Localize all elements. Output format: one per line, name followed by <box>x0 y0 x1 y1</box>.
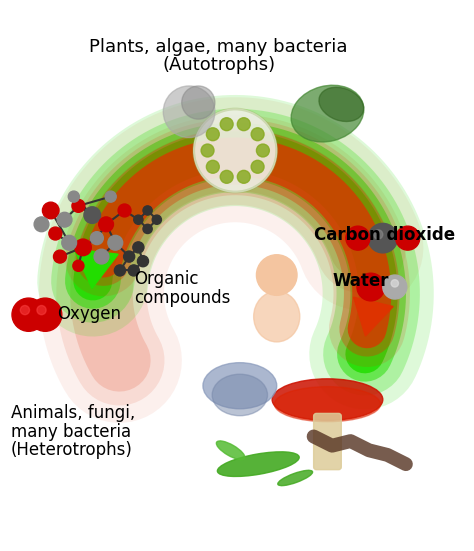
Ellipse shape <box>291 85 364 142</box>
Circle shape <box>108 235 123 250</box>
Circle shape <box>73 260 84 271</box>
Circle shape <box>91 231 103 245</box>
Text: Plants, algae, many bacteria: Plants, algae, many bacteria <box>90 38 348 56</box>
Circle shape <box>34 217 49 231</box>
Text: (Heterotrophs): (Heterotrophs) <box>11 441 133 459</box>
Circle shape <box>134 215 143 224</box>
Circle shape <box>251 128 264 141</box>
Circle shape <box>251 160 264 173</box>
Circle shape <box>163 86 215 138</box>
Circle shape <box>182 86 215 119</box>
Circle shape <box>62 235 77 250</box>
Circle shape <box>105 191 116 202</box>
Circle shape <box>20 305 29 315</box>
Circle shape <box>368 223 398 253</box>
Circle shape <box>346 226 370 250</box>
Text: compounds: compounds <box>134 289 230 307</box>
Circle shape <box>37 305 46 315</box>
Circle shape <box>43 202 59 219</box>
Circle shape <box>220 170 233 183</box>
Circle shape <box>374 230 383 239</box>
Ellipse shape <box>218 452 299 477</box>
Ellipse shape <box>254 291 300 342</box>
Circle shape <box>28 298 62 331</box>
Circle shape <box>124 251 135 262</box>
Circle shape <box>383 275 407 299</box>
Circle shape <box>237 118 250 131</box>
Text: many bacteria: many bacteria <box>11 423 131 441</box>
Text: Water: Water <box>332 272 389 290</box>
Circle shape <box>72 199 85 212</box>
Circle shape <box>137 256 148 267</box>
Ellipse shape <box>274 387 381 422</box>
Circle shape <box>99 217 113 231</box>
Circle shape <box>133 242 144 253</box>
Text: Organic: Organic <box>134 271 198 288</box>
Circle shape <box>357 273 385 301</box>
Circle shape <box>206 160 219 173</box>
Circle shape <box>256 255 297 295</box>
Circle shape <box>152 215 162 224</box>
Circle shape <box>396 226 419 250</box>
Circle shape <box>118 204 131 217</box>
Circle shape <box>143 224 152 234</box>
Circle shape <box>194 109 277 192</box>
Circle shape <box>114 265 126 276</box>
Circle shape <box>391 280 399 287</box>
Circle shape <box>128 265 139 276</box>
Ellipse shape <box>203 363 277 409</box>
Circle shape <box>201 144 214 157</box>
FancyBboxPatch shape <box>314 413 341 469</box>
Circle shape <box>143 206 152 215</box>
Circle shape <box>49 227 62 240</box>
Circle shape <box>84 207 100 223</box>
Circle shape <box>237 170 250 183</box>
Text: (Autotrophs): (Autotrophs) <box>162 56 275 74</box>
Ellipse shape <box>278 471 312 485</box>
Circle shape <box>75 239 91 256</box>
Circle shape <box>57 212 72 227</box>
Text: Carbon dioxide: Carbon dioxide <box>314 226 455 244</box>
Polygon shape <box>74 249 118 288</box>
Circle shape <box>12 298 45 331</box>
Text: Animals, fungi,: Animals, fungi, <box>11 404 135 422</box>
Circle shape <box>220 118 233 131</box>
Ellipse shape <box>272 379 383 420</box>
Circle shape <box>54 250 66 263</box>
Ellipse shape <box>212 374 267 415</box>
Circle shape <box>68 191 79 202</box>
Circle shape <box>94 249 109 264</box>
Ellipse shape <box>216 441 245 460</box>
Polygon shape <box>354 297 393 336</box>
Circle shape <box>206 128 219 141</box>
Circle shape <box>256 144 269 157</box>
Text: Oxygen: Oxygen <box>57 305 121 323</box>
Ellipse shape <box>319 87 364 121</box>
